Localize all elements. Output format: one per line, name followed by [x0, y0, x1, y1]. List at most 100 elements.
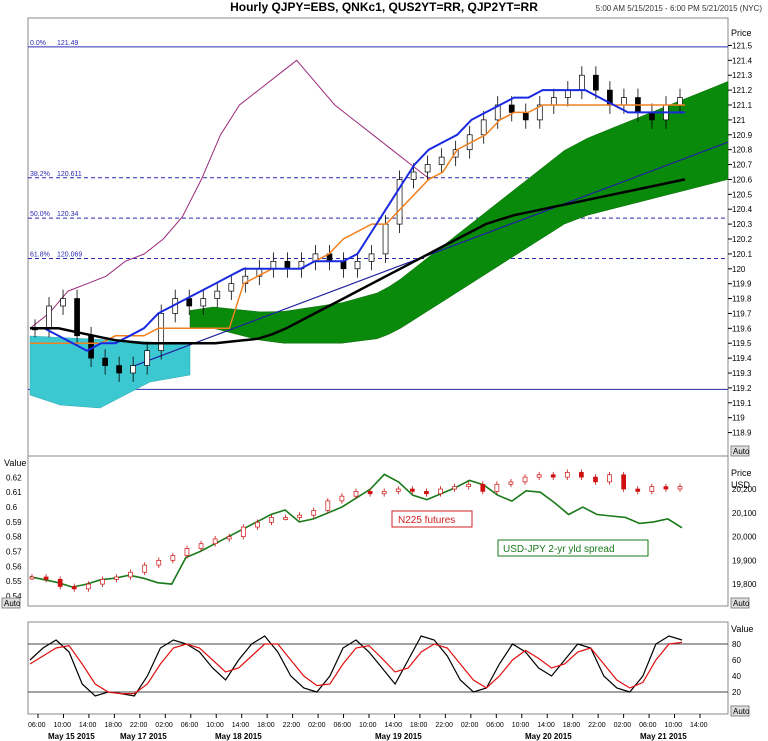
futures-candle	[297, 514, 303, 518]
futures-candle	[198, 543, 204, 549]
y-tick-label: 121.3	[732, 71, 753, 80]
y-tick-label: 120.3	[732, 220, 753, 229]
futures-candle	[85, 583, 91, 590]
y-tick-label: 120.7	[732, 161, 753, 170]
x-tick-label: 10:00	[53, 722, 71, 729]
y-tick-label: 121.5	[732, 41, 753, 50]
y-tick-label: 118.9	[732, 429, 752, 438]
candle-body	[270, 260, 277, 270]
date-label: May 19 2015	[375, 732, 422, 741]
spread-label-box	[497, 539, 649, 557]
y-tick-label: 119.6	[732, 324, 752, 333]
y-tick-label: 119.3	[732, 369, 752, 378]
mid-left-tick-label: 0.58	[6, 533, 22, 542]
y-tick-label: 120	[732, 265, 746, 274]
mid-right-tick-label: 20,000	[732, 533, 757, 542]
stoch-tick-label: 60	[732, 656, 741, 665]
mid-left-tick-label: 0.62	[6, 473, 22, 482]
y-tick-label: 121.4	[732, 56, 753, 65]
y-tick-label: 120.9	[732, 131, 753, 140]
candle-body	[621, 97, 627, 106]
x-tick-label: 06:00	[639, 722, 657, 729]
auto-button-mid-label: Auto	[4, 599, 21, 608]
futures-candle	[424, 491, 429, 495]
candle-body	[649, 112, 655, 121]
mid-left-tick-label: 0.54	[6, 592, 22, 601]
candle-body	[200, 298, 207, 307]
x-tick-label: 10:00	[359, 722, 377, 729]
y-tick-label: 120.2	[732, 235, 753, 244]
x-tick-label: 02:00	[308, 722, 326, 729]
y-tick-label: 119.5	[732, 339, 752, 348]
futures-candle	[452, 486, 457, 490]
y-tick-label: 119.1	[732, 399, 752, 408]
futures-candle	[170, 555, 176, 561]
y-tick-label: 119	[732, 414, 745, 423]
x-tick-label: 02:00	[155, 722, 173, 729]
mid-left-tick-label: 0.55	[6, 577, 22, 586]
candle-body	[578, 74, 585, 91]
futures-candle	[508, 481, 514, 485]
tenkan-line	[30, 89, 685, 352]
futures-candle	[128, 571, 133, 578]
y-tick-label: 120.5	[732, 190, 753, 199]
candle-body	[564, 89, 571, 98]
futures-candle	[184, 548, 190, 556]
futures-candle	[438, 488, 443, 495]
n225-label: N225 futures	[398, 515, 455, 526]
trendline	[134, 141, 729, 367]
futures-candle	[57, 579, 63, 587]
date-label: May 21 2015	[640, 732, 687, 741]
candle-body	[536, 104, 543, 121]
auto-button-mid[interactable]	[1, 597, 21, 609]
auto-button-mid-right[interactable]	[730, 597, 750, 609]
x-tick-label: 14:00	[537, 722, 555, 729]
futures-candle	[536, 474, 542, 478]
stoch-tick-label: 80	[732, 640, 741, 649]
futures-candle	[550, 474, 556, 478]
candle-body	[494, 104, 501, 121]
futures-candle	[409, 488, 415, 492]
candle-body	[284, 260, 291, 270]
futures-candle	[100, 579, 105, 585]
price-label: Price	[731, 28, 752, 38]
fib-percent-label: 50.0%	[30, 211, 50, 218]
candle-body	[144, 350, 151, 366]
futures-candle	[621, 474, 627, 490]
x-tick-label: 18:00	[563, 722, 581, 729]
futures-candle	[240, 526, 246, 537]
mid-left-tick-label: 0.56	[6, 562, 22, 571]
x-tick-label: 10:00	[512, 722, 530, 729]
fib-value-label: 121.49	[57, 40, 79, 47]
candle-body	[410, 171, 417, 180]
candle-body	[354, 260, 361, 270]
candle-body	[158, 313, 165, 352]
auto-button-main[interactable]	[730, 445, 750, 457]
candle-body	[116, 365, 122, 374]
y-tick-label: 121.2	[732, 86, 753, 95]
futures-candle	[114, 576, 119, 580]
mid-right-tick-label: 20,100	[732, 509, 757, 518]
date-label: May 15 2015	[48, 732, 95, 741]
futures-candle	[564, 472, 570, 478]
candle-body	[130, 365, 137, 374]
candle-body	[228, 283, 235, 292]
y-tick-label: 119.2	[732, 384, 752, 393]
mid-left-tick-label: 0.6	[6, 503, 18, 512]
value-label: Value	[4, 458, 26, 468]
auto-button-stoch[interactable]	[730, 705, 750, 717]
futures-candle	[29, 576, 35, 580]
kijun-line	[30, 104, 685, 344]
candle-body	[382, 223, 389, 255]
y-tick-label: 119.4	[732, 354, 752, 363]
futures-candle	[635, 488, 641, 492]
y-tick-label: 120.1	[732, 250, 753, 259]
candle-body	[368, 253, 375, 262]
x-tick-label: 02:00	[461, 722, 479, 729]
candle-body	[550, 97, 557, 106]
futures-candle	[142, 564, 148, 573]
futures-candle	[283, 517, 288, 520]
stoch-k-line	[29, 635, 683, 697]
